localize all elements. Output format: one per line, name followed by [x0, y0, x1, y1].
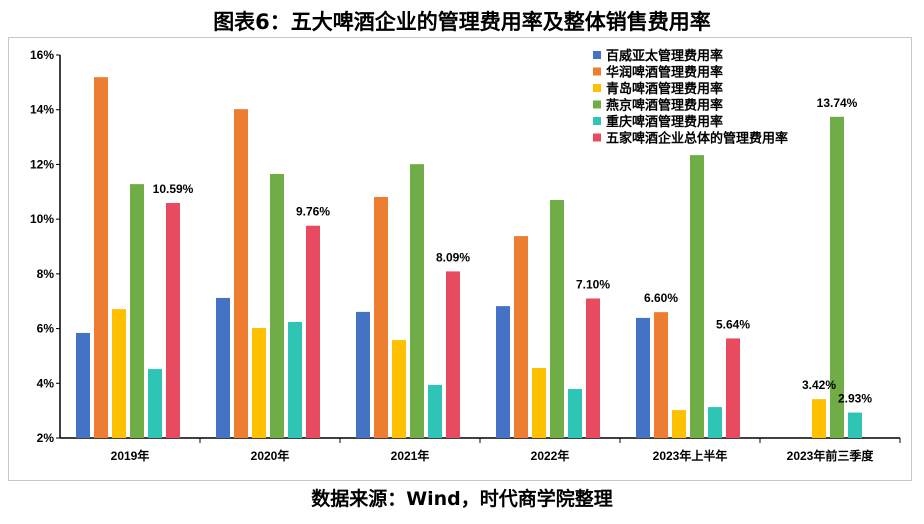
- bar-2-4: [672, 410, 686, 438]
- x-tick-label: 2022年: [531, 448, 570, 463]
- bar-3-5: [830, 116, 844, 438]
- data-label: 10.59%: [153, 182, 194, 196]
- y-tick-label: 16%: [30, 48, 54, 62]
- x-tick-label: 2023年前三季度: [787, 448, 875, 463]
- bar-5-0: [166, 203, 180, 438]
- y-tick-label: 14%: [30, 103, 54, 117]
- legend-swatch: [593, 117, 601, 125]
- data-label: 2.93%: [838, 392, 872, 406]
- bar-4-0: [148, 369, 162, 438]
- data-label: 9.76%: [296, 205, 330, 219]
- bar-3-0: [130, 184, 144, 438]
- y-tick-label: 6%: [37, 322, 55, 336]
- data-label: 5.64%: [716, 317, 750, 331]
- x-tick-label: 2019年: [111, 448, 150, 463]
- bar-3-4: [690, 155, 704, 438]
- bar-4-4: [708, 407, 722, 438]
- bar-0-1: [216, 297, 230, 438]
- chart-title: 图表6：五大啤酒企业的管理费用率及整体销售费用率: [213, 10, 711, 34]
- source-note: 数据来源：Wind，时代商学院整理: [311, 488, 613, 510]
- data-label: 3.42%: [802, 378, 836, 392]
- bar-3-2: [410, 164, 424, 438]
- legend-label: 青岛啤酒管理费用率: [606, 81, 723, 96]
- legend-swatch: [593, 133, 601, 142]
- legend-swatch: [593, 84, 601, 92]
- bar-0-2: [356, 311, 370, 438]
- legend-label: 重庆啤酒管理费用率: [606, 114, 723, 129]
- data-label: 6.60%: [644, 291, 678, 305]
- bar-2-5: [812, 399, 826, 438]
- bar-1-3: [514, 236, 528, 438]
- legend-label: 燕京啤酒管理费用率: [606, 98, 723, 113]
- bar-1-4: [654, 312, 668, 438]
- bar-0-0: [76, 332, 90, 438]
- x-tick-label: 2023年上半年: [653, 448, 728, 463]
- chart-frame: [8, 37, 912, 481]
- y-tick-label: 8%: [37, 267, 55, 281]
- y-tick-label: 2%: [37, 431, 55, 445]
- bar-4-5: [848, 412, 862, 438]
- bar-1-1: [234, 109, 248, 438]
- legend-swatch: [593, 51, 601, 59]
- bar-4-3: [568, 389, 582, 438]
- bar-3-1: [270, 174, 284, 438]
- legend-swatch: [593, 67, 601, 76]
- bar-1-2: [374, 196, 388, 438]
- legend-label: 华润啤酒管理费用率: [606, 65, 723, 80]
- bar-5-2: [446, 271, 460, 438]
- y-tick-label: 10%: [30, 212, 54, 226]
- bar-4-1: [288, 322, 302, 438]
- bar-3-3: [550, 199, 564, 438]
- bar-2-3: [532, 367, 546, 438]
- bar-2-2: [392, 340, 406, 438]
- data-label: 7.10%: [576, 277, 610, 291]
- bar-0-3: [496, 306, 510, 438]
- bar-4-2: [428, 384, 442, 438]
- y-tick-label: 4%: [37, 376, 55, 390]
- legend-label: 百威亚太管理费用率: [606, 48, 723, 63]
- data-label: 13.74%: [817, 96, 858, 110]
- legend-label: 五家啤酒企业总体的管理费用率: [606, 131, 788, 146]
- bar-5-3: [586, 298, 600, 438]
- legend-swatch: [593, 100, 601, 109]
- x-tick-label: 2021年: [391, 448, 430, 463]
- bar-2-1: [252, 328, 266, 438]
- y-tick-label: 12%: [30, 157, 54, 171]
- bar-1-0: [94, 77, 108, 438]
- bar-5-4: [726, 338, 740, 438]
- bar-0-4: [636, 317, 650, 438]
- bar-2-0: [112, 309, 126, 438]
- data-label: 8.09%: [436, 250, 470, 264]
- x-tick-label: 2020年: [251, 448, 290, 463]
- bar-5-1: [306, 225, 320, 438]
